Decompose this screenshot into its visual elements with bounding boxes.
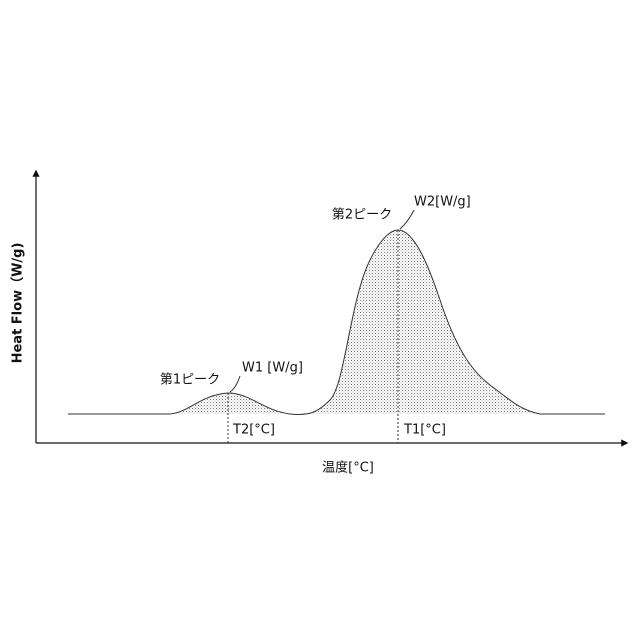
peak-height-label: W2[W/g] (414, 195, 471, 210)
leader-line (400, 210, 414, 229)
peak-temp-label: T2[°C] (232, 423, 275, 438)
peak-height-label: W1 [W/g] (242, 361, 303, 376)
peak-temp-label: T1[°C] (403, 423, 446, 438)
peak-name: 第2ピーク (332, 208, 392, 223)
peak-name: 第1ピーク (160, 373, 220, 388)
x-axis-label: 温度[°C] (322, 460, 374, 476)
y-axis-label: Heat Flow（W/g) (10, 243, 26, 364)
leader-line (230, 376, 240, 392)
heat-flow-curve (68, 230, 605, 414)
diagram: Heat Flow（W/g) 温度[°C] 第1ピーク W1 [W/g] T2[… (0, 0, 640, 640)
peak-area (170, 230, 540, 414)
